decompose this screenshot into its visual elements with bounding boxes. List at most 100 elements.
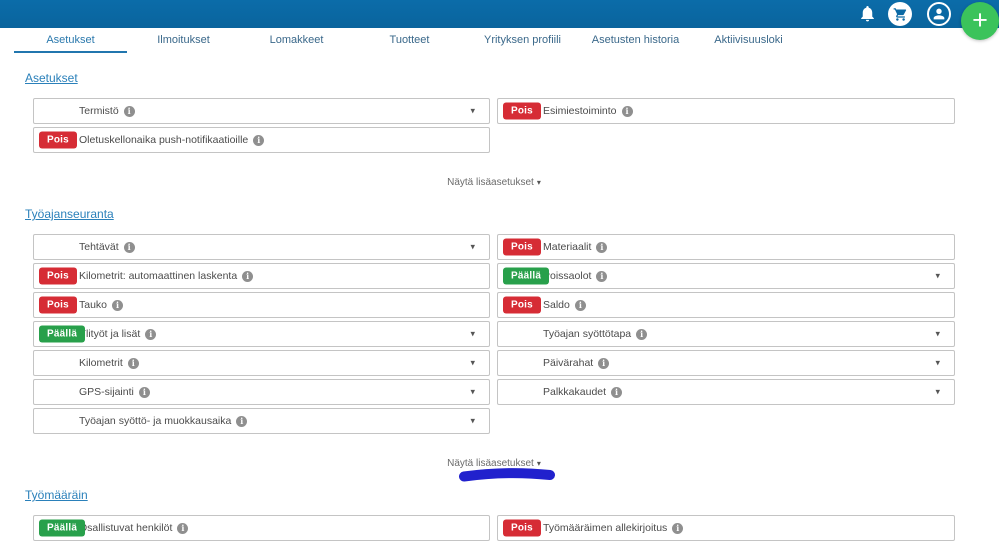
chevron-down-icon[interactable]: ▾: [470, 241, 475, 252]
section-title-ty-ajanseuranta[interactable]: Työajanseuranta: [25, 207, 114, 221]
shop-cart-button[interactable]: [888, 2, 912, 26]
setting-row-ty-ajan-sy-tt-ja-muokkausaika[interactable]: Työajan syöttö- ja muokkausaika i ▾: [33, 408, 490, 434]
info-icon[interactable]: i: [672, 522, 684, 534]
setting-row-ylity-t-ja-lis-t[interactable]: Päällä Ylityöt ja lisät i ▾: [33, 321, 490, 347]
tab-asetusten-historia[interactable]: Asetusten historia: [591, 34, 680, 46]
setting-label: Materiaalit: [543, 241, 592, 253]
info-icon[interactable]: i: [636, 328, 648, 340]
show-more-link[interactable]: Näytä lisäasetukset: [447, 458, 534, 469]
setting-row-kilometrit[interactable]: Kilometrit i ▾: [33, 350, 490, 376]
tab-asetukset[interactable]: Asetukset: [14, 28, 127, 53]
setting-label: Työajan syöttö- ja muokkausaika: [79, 415, 232, 427]
section-asetukset: Asetukset Termistö i ▾ Pois Oletuskellonaika …: [25, 53, 955, 190]
setting-label: Oletuskellonaika push-notifikaatioille: [79, 134, 249, 146]
info-icon[interactable]: i: [138, 386, 150, 398]
setting-label: Tauko: [79, 299, 108, 311]
info-icon[interactable]: i: [127, 357, 139, 369]
settings-columns: Päällä Osallistuvat henkilöt i Pois Työmäärä…: [33, 515, 955, 544]
setting-row-teht-v-t[interactable]: Tehtävät i ▾: [33, 234, 490, 260]
chevron-down-icon[interactable]: ▾: [470, 386, 475, 397]
settings-column-left: Päällä Osallistuvat henkilöt i: [33, 515, 490, 544]
toggle-button[interactable]: Pois: [503, 102, 541, 120]
show-more-settings: Näytä lisäasetukset ▾: [33, 458, 955, 482]
chevron-down-icon[interactable]: ▾: [935, 270, 940, 281]
setting-row-palkkakaudet[interactable]: Palkkakaudet i ▾: [497, 379, 955, 405]
setting-row-gps-sijainti[interactable]: GPS-sijainti i ▾: [33, 379, 490, 405]
toggle-button[interactable]: Päällä: [39, 519, 86, 537]
setting-label: Tehtävät: [79, 241, 119, 253]
setting-row-ty-ajan-sy-tt-tapa[interactable]: Työajan syöttötapa i ▾: [497, 321, 955, 347]
setting-row-kilometrit-automaattinen-laskenta: Pois Kilometrit: automaattinen laskenta i: [33, 263, 490, 289]
toggle-button[interactable]: Pois: [503, 519, 541, 537]
settings-column-right: Pois Materiaalit i Päällä Poissaolot i ▾ Pois Sa…: [497, 234, 955, 437]
info-icon[interactable]: i: [621, 105, 633, 117]
settings-columns: Termistö i ▾ Pois Oletuskellonaika push-noti…: [33, 98, 955, 156]
notifications-bell-icon[interactable]: [858, 4, 877, 23]
info-icon[interactable]: i: [611, 386, 623, 398]
toggle-button[interactable]: Pois: [503, 238, 541, 256]
user-menu-button[interactable]: [927, 2, 951, 26]
setting-row-termist[interactable]: Termistö i ▾: [33, 98, 490, 124]
info-icon[interactable]: i: [236, 415, 248, 427]
toggle-button[interactable]: Pois: [39, 267, 77, 285]
chevron-down-icon[interactable]: ▾: [470, 357, 475, 368]
setting-row-tauko: Pois Tauko i: [33, 292, 490, 318]
chevron-down-icon[interactable]: ▾: [470, 328, 475, 339]
tab-lomakkeet[interactable]: Lomakkeet: [269, 34, 324, 46]
setting-label: Termistö: [79, 105, 119, 117]
toggle-button[interactable]: Pois: [39, 296, 77, 314]
tab-tuotteet[interactable]: Tuotteet: [389, 34, 430, 46]
section-title-ty-m-r-in[interactable]: Työmääräin: [25, 488, 88, 502]
info-icon[interactable]: i: [253, 134, 265, 146]
setting-row-osallistuvat-henkil-t: Päällä Osallistuvat henkilöt i: [33, 515, 490, 541]
info-icon[interactable]: i: [177, 522, 189, 534]
chevron-down-icon[interactable]: ▾: [935, 357, 940, 368]
section-title-asetukset[interactable]: Asetukset: [25, 71, 78, 85]
setting-label: Kilometrit: [79, 357, 123, 369]
info-icon[interactable]: i: [145, 328, 157, 340]
setting-row-poissaolot[interactable]: Päällä Poissaolot i ▾: [497, 263, 955, 289]
show-more-link[interactable]: Näytä lisäasetukset: [447, 177, 534, 188]
tab-aktiivisuusloki[interactable]: Aktiivisuusloki: [714, 34, 783, 46]
info-icon[interactable]: i: [242, 270, 254, 282]
setting-label: Ylityöt ja lisät: [79, 328, 141, 340]
blue-marker-annotation: [458, 467, 556, 483]
user-icon: [933, 8, 945, 20]
info-icon[interactable]: i: [112, 299, 124, 311]
info-icon[interactable]: i: [596, 270, 608, 282]
chevron-down-icon[interactable]: ▾: [935, 328, 940, 339]
chevron-down-icon[interactable]: ▾: [536, 178, 541, 187]
info-icon[interactable]: i: [598, 357, 610, 369]
toggle-button[interactable]: Pois: [503, 296, 541, 314]
setting-label: Päivärahat: [543, 357, 594, 369]
tab-bar: Asetukset Ilmoitukset Lomakkeet Tuotteet Yri…: [0, 28, 999, 53]
setting-label: Kilometrit: automaattinen laskenta: [79, 270, 238, 282]
add-new-button[interactable]: +: [961, 2, 999, 40]
tab-ilmoitukset[interactable]: Ilmoitukset: [157, 34, 210, 46]
setting-label: GPS-sijainti: [79, 386, 134, 398]
setting-label: Osallistuvat henkilöt: [79, 522, 173, 534]
chevron-down-icon[interactable]: ▾: [536, 459, 541, 468]
show-more-settings: Näytä lisäasetukset ▾: [33, 177, 955, 190]
info-icon[interactable]: i: [123, 105, 135, 117]
settings-columns: Tehtävät i ▾ Pois Kilometrit: automaattinen …: [33, 234, 955, 437]
info-icon[interactable]: i: [574, 299, 586, 311]
toggle-button[interactable]: Päällä: [503, 267, 550, 285]
setting-row-p-iv-rahat[interactable]: Päivärahat i ▾: [497, 350, 955, 376]
setting-label: Esimiestoiminto: [543, 105, 617, 117]
setting-label: Palkkakaudet: [543, 386, 607, 398]
section-ty-ajanseuranta: Työajanseuranta Tehtävät i ▾ Pois Kilometrit:…: [25, 190, 955, 482]
app-header: +: [0, 0, 999, 40]
chevron-down-icon[interactable]: ▾: [935, 386, 940, 397]
toggle-button[interactable]: Päällä: [39, 325, 86, 343]
setting-label: Työajan syöttötapa: [543, 328, 632, 340]
setting-row-materiaalit: Pois Materiaalit i: [497, 234, 955, 260]
tab-yrityksen-profiili[interactable]: Yrityksen profiili: [483, 34, 562, 46]
info-icon[interactable]: i: [123, 241, 135, 253]
setting-row-oletuskellonaika-push-notifikaatioille: Pois Oletuskellonaika push-notifikaatioil…: [33, 127, 490, 153]
settings-column-left: Termistö i ▾ Pois Oletuskellonaika push-noti…: [33, 98, 490, 156]
toggle-button[interactable]: Pois: [39, 131, 77, 149]
info-icon[interactable]: i: [596, 241, 608, 253]
chevron-down-icon[interactable]: ▾: [470, 105, 475, 116]
chevron-down-icon[interactable]: ▾: [470, 415, 475, 426]
